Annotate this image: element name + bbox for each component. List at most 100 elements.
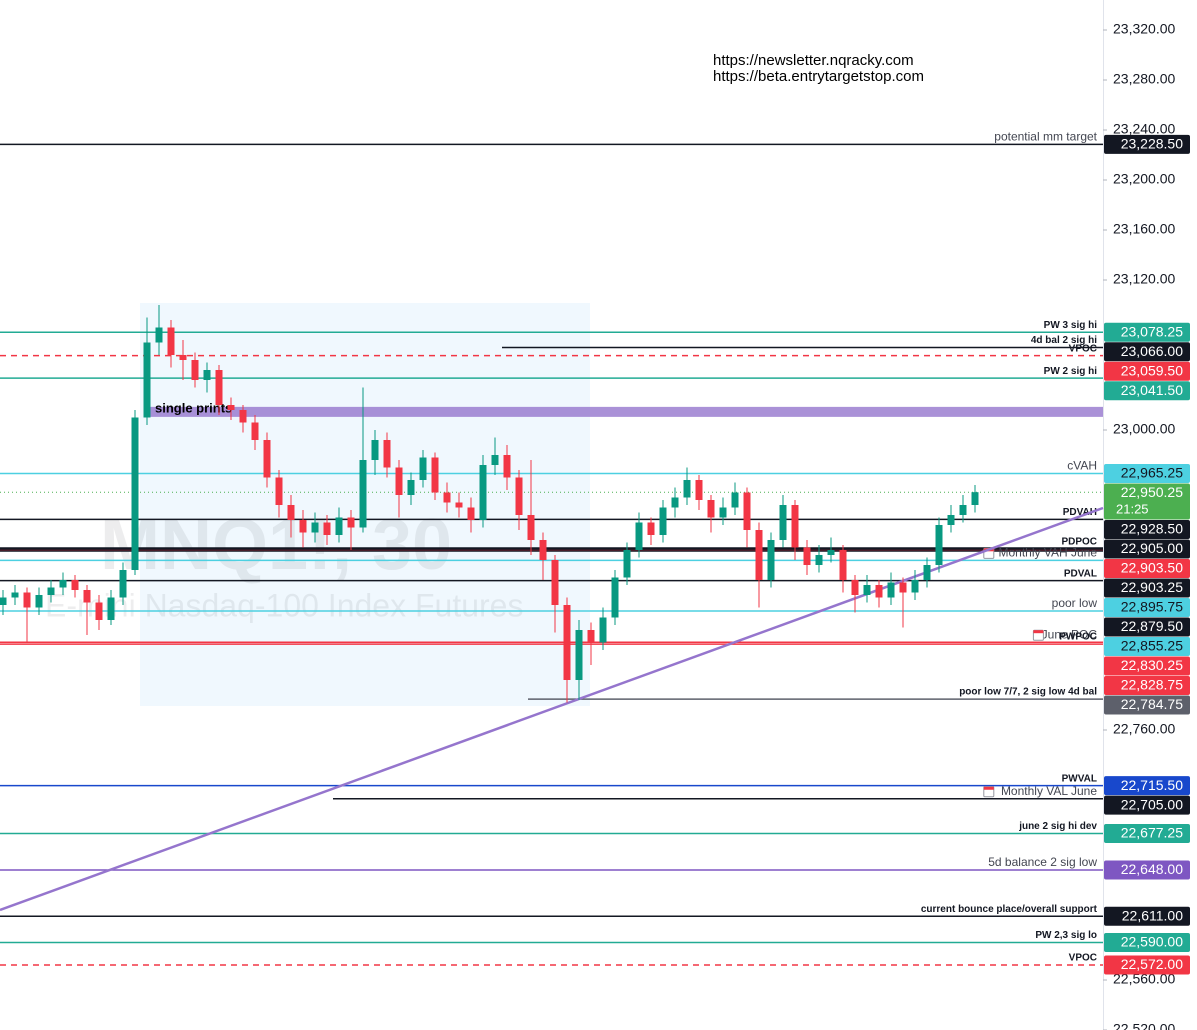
calendar-icon-top <box>1033 630 1044 634</box>
calendar-icon-top <box>983 786 994 790</box>
candle-body <box>95 602 103 620</box>
candle-body <box>83 590 91 603</box>
level-label: 5d balance 2 sig low <box>988 855 1097 869</box>
candle-body <box>587 630 595 643</box>
candle-body <box>767 540 775 580</box>
candle-body <box>431 457 439 493</box>
candle-body <box>779 505 787 540</box>
price-tag-label: 22,648.00 <box>1121 861 1183 877</box>
level-label: PDVAL <box>1064 568 1097 579</box>
candle-body <box>731 492 739 508</box>
candle-body <box>299 520 307 533</box>
price-tag-label: 22,879.50 <box>1121 618 1183 634</box>
candle-body <box>851 580 859 595</box>
candle-body <box>0 597 7 605</box>
candle-body <box>911 580 919 593</box>
candle-body <box>227 405 235 410</box>
candle-body <box>179 355 187 360</box>
candle-body <box>935 525 943 565</box>
price-tag <box>1104 776 1190 796</box>
candle-body <box>635 522 643 550</box>
price-tag-label: 22,590.00 <box>1121 934 1183 950</box>
level-label: potential mm target <box>994 130 1097 144</box>
candle-body <box>119 570 127 598</box>
candle-body <box>659 507 667 535</box>
price-tag-label: 22,950.25 <box>1121 484 1183 500</box>
price-tag <box>1104 539 1190 559</box>
y-tick-label: 23,240.00 <box>1113 121 1175 137</box>
candle-body <box>551 560 559 605</box>
candle-body <box>707 500 715 518</box>
price-tag <box>1104 381 1190 401</box>
candle-body <box>167 327 175 355</box>
candle-body <box>71 580 79 590</box>
candle-body <box>923 565 931 580</box>
level-label: PDVAH <box>1063 507 1097 518</box>
candle-body <box>755 530 763 580</box>
price-tag-label: 23,228.50 <box>1121 136 1183 152</box>
level-label: PWPOC <box>1059 632 1097 643</box>
candle-body <box>863 585 871 595</box>
candle-body <box>647 522 655 535</box>
price-tag <box>1104 519 1190 539</box>
price-tag <box>1104 675 1190 695</box>
price-tag <box>1104 906 1190 926</box>
price-tag-label: 22,903.50 <box>1121 560 1183 576</box>
candle-body <box>515 477 523 515</box>
candle-body <box>347 517 355 528</box>
y-tick-label: 23,120.00 <box>1113 271 1175 287</box>
candle-body <box>539 540 547 560</box>
candle-body <box>899 582 907 593</box>
candle-body <box>191 360 199 380</box>
candle-body <box>371 440 379 460</box>
candle-body <box>383 440 391 468</box>
level-label: Monthly VAL June <box>1001 784 1097 798</box>
candle-body <box>971 492 979 505</box>
candle-body <box>887 582 895 598</box>
price-tag <box>1104 463 1190 483</box>
price-tag-label: 22,903.25 <box>1121 579 1183 595</box>
candle-body <box>467 507 475 520</box>
watermark-description: E-mini Nasdaq-100 Index Futures <box>45 587 523 623</box>
price-tag-label: 22,965.25 <box>1121 465 1183 481</box>
price-tag-label: 22,828.75 <box>1121 677 1183 693</box>
candle-body <box>791 505 799 548</box>
price-tag-label: 22,830.25 <box>1121 657 1183 673</box>
candle-body <box>815 555 823 565</box>
candle-body <box>875 585 883 598</box>
candle-body <box>623 550 631 578</box>
candle-body <box>683 480 691 498</box>
candle-body <box>503 455 511 478</box>
level-label: cVAH <box>1067 459 1097 473</box>
link-text: https://beta.entrytargetstop.com <box>713 68 924 85</box>
level-label: june 2 sig hi dev <box>1018 821 1097 832</box>
single-prints-label: single prints <box>155 400 232 415</box>
level-label: PWVAL <box>1062 773 1097 784</box>
price-tag <box>1104 597 1190 617</box>
level-label: VPOC <box>1069 343 1097 354</box>
price-tag-label: 22,928.50 <box>1121 521 1183 537</box>
candle-body <box>959 505 967 515</box>
candle-body <box>839 550 847 580</box>
candle-body <box>323 522 331 535</box>
candle-body <box>479 465 487 520</box>
candle-body <box>527 515 535 540</box>
watermark-symbol: MNQ1!, 30 <box>100 505 452 585</box>
y-tick-label: 22,760.00 <box>1113 721 1175 737</box>
level-label: poor low 7/7, 2 sig low 4d bal <box>959 687 1097 698</box>
candle-body <box>743 492 751 530</box>
price-tag <box>1104 860 1190 880</box>
level-label: PDPOC <box>1061 536 1097 547</box>
price-tag-label: 22,611.00 <box>1122 907 1183 923</box>
candle-body <box>155 327 163 343</box>
candle-body <box>143 342 151 418</box>
price-tag-label: 22,784.75 <box>1121 696 1183 712</box>
y-tick-label: 23,320.00 <box>1113 21 1175 37</box>
price-tag <box>1104 933 1190 952</box>
candle-body <box>311 522 319 533</box>
trendline <box>0 506 1104 912</box>
candle-body <box>107 597 115 620</box>
price-tag-label: 22,677.25 <box>1121 825 1183 841</box>
price-tag-label: 23,078.25 <box>1121 323 1183 339</box>
candle-body <box>419 457 427 480</box>
